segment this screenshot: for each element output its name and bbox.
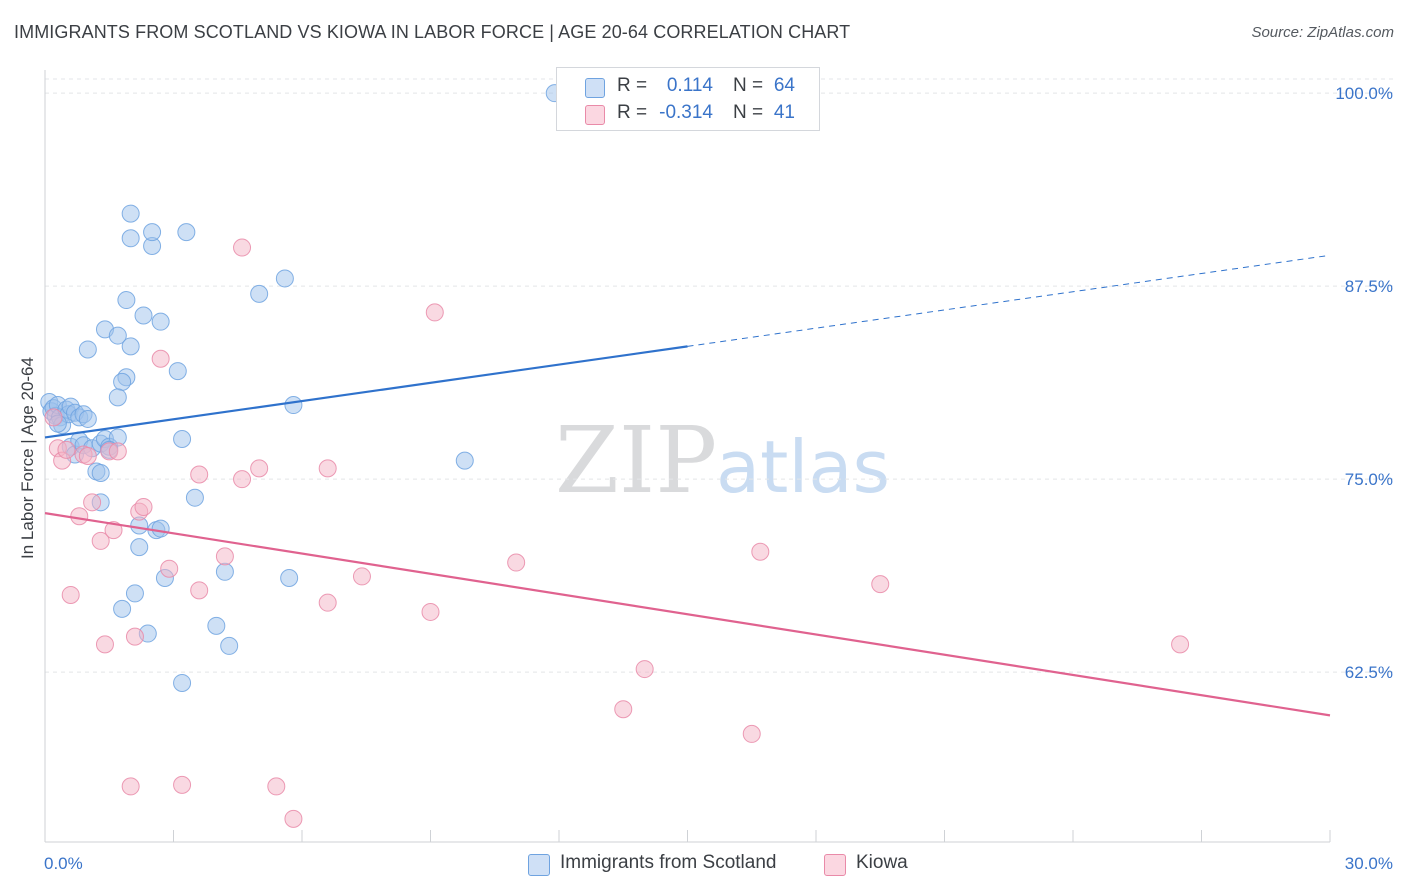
kiowa-point	[742, 724, 761, 743]
scotland-trend-line-extension	[687, 254, 1331, 347]
kiowa-point	[352, 567, 371, 586]
scotland-point	[143, 223, 162, 242]
kiowa-point	[190, 581, 209, 600]
kiowa-point	[78, 447, 97, 465]
scotland-point	[275, 269, 294, 288]
kiowa-swatch	[585, 105, 605, 125]
y-axis-label: In Labor Force | Age 20-64	[18, 357, 37, 559]
kiowa-point	[134, 497, 153, 516]
kiowa-point	[121, 777, 140, 796]
kiowa-point	[507, 553, 526, 572]
kiowa-point	[70, 507, 89, 526]
kiowa-point	[614, 700, 633, 719]
kiowa-point	[250, 459, 269, 478]
kiowa-point	[151, 349, 170, 368]
scotland-point	[177, 223, 196, 242]
scotland-swatch	[585, 78, 605, 98]
kiowa-point	[83, 493, 102, 512]
scotland-point	[173, 673, 192, 692]
scotland-point	[250, 284, 269, 303]
kiowa-point	[421, 602, 440, 621]
source-credit: Source: ZipAtlas.com	[1251, 24, 1394, 41]
scotland-point	[151, 519, 170, 538]
kiowa-point	[1171, 635, 1190, 654]
scotland-point	[121, 229, 140, 248]
kiowa-point	[425, 303, 444, 322]
y-tick-label: 62.5%	[1345, 663, 1393, 682]
scotland-point	[455, 451, 474, 470]
kiowa-point	[267, 777, 286, 796]
kiowa-point	[95, 635, 114, 654]
n-label: N =	[733, 75, 764, 96]
kiowa-point	[104, 521, 123, 540]
r-label: R =	[617, 102, 648, 123]
chart-title: IMMIGRANTS FROM SCOTLAND VS KIOWA IN LAB…	[14, 22, 851, 42]
kiowa-legend-swatch	[824, 854, 846, 876]
scotland-point	[185, 488, 204, 507]
scotland-point	[108, 388, 127, 407]
y-tick-label: 75.0%	[1345, 470, 1393, 489]
stats-row-kiowa: R = -0.314 N = 41	[557, 101, 819, 127]
scotland-point	[284, 396, 303, 415]
scotland-point	[134, 306, 153, 325]
scotland-point	[280, 568, 299, 587]
scotland-point	[207, 616, 226, 635]
kiowa-point	[215, 547, 234, 566]
r-value: -0.314	[659, 102, 713, 123]
kiowa-point	[318, 593, 337, 612]
kiowa-trend-line	[44, 512, 1331, 717]
kiowa-point	[635, 660, 654, 679]
scotland-point	[91, 463, 110, 482]
scotland-point	[78, 340, 97, 359]
kiowa-point	[233, 238, 252, 257]
kiowa-point	[108, 442, 127, 461]
x-tick-label: 30.0%	[1345, 854, 1393, 873]
kiowa-point	[61, 585, 80, 604]
scotland-point	[151, 312, 170, 331]
kiowa-point	[871, 575, 890, 594]
scotland-trend-line	[44, 345, 688, 439]
y-tick-label: 100.0%	[1335, 84, 1393, 103]
kiowa-point	[125, 627, 144, 646]
scotland-point	[117, 291, 136, 310]
stats-legend: R = 0.114 N = 64 R = -0.314 N = 41	[556, 67, 820, 131]
kiowa-point	[44, 408, 63, 427]
scotland-point	[78, 409, 97, 428]
scotland-point	[108, 326, 127, 345]
scotland-point	[121, 204, 140, 223]
y-tick-label: 87.5%	[1345, 277, 1393, 296]
watermark-atlas: atlas	[716, 425, 890, 509]
kiowa-point	[190, 465, 209, 484]
r-label: R =	[617, 75, 648, 96]
scotland-point	[113, 599, 132, 618]
stats-row-scotland: R = 0.114 N = 64	[557, 74, 819, 100]
scotland-point	[168, 362, 187, 381]
kiowa-point	[57, 440, 76, 459]
scotland-point	[125, 584, 144, 603]
legend-label: Immigrants from Scotland	[560, 852, 777, 873]
scotland-point	[173, 430, 192, 449]
scotland-point	[215, 562, 234, 581]
n-value: 41	[773, 102, 795, 123]
kiowa-point	[233, 470, 252, 489]
scotland-legend-swatch	[528, 854, 550, 876]
scotland-point	[121, 337, 140, 356]
scotland-point	[113, 372, 132, 391]
kiowa-point	[91, 531, 110, 550]
kiowa-point	[318, 459, 337, 478]
kiowa-point	[751, 542, 770, 561]
n-label: N =	[733, 102, 764, 123]
x-tick-label: 0.0%	[44, 854, 83, 873]
r-value: 0.114	[666, 75, 713, 96]
kiowa-point	[284, 809, 303, 828]
scotland-point	[220, 636, 239, 655]
legend-label: Kiowa	[856, 852, 908, 873]
kiowa-point	[173, 775, 192, 794]
kiowa-point	[160, 559, 179, 578]
scotland-point	[130, 538, 149, 557]
watermark-zip: ZIP	[555, 407, 717, 514]
n-value: 64	[773, 75, 795, 96]
